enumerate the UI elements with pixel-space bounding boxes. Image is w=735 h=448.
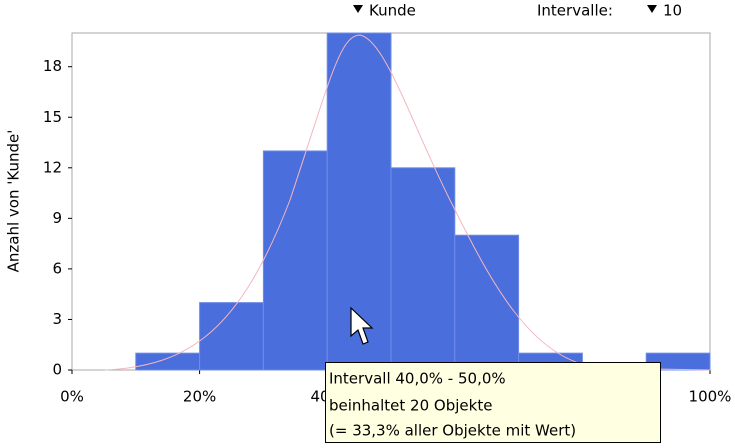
field-dropdown[interactable]: Kunde [369, 2, 416, 20]
fit-curve [104, 34, 711, 371]
tooltip: Intervall 40,0% - 50,0% beinhaltet 20 Ob… [325, 362, 661, 443]
y-tick-label: 12 [43, 158, 62, 176]
field-dropdown-arrow[interactable] [353, 5, 363, 13]
y-tick-label: 3 [52, 310, 62, 328]
interval-dropdown[interactable]: 10 [663, 2, 682, 20]
y-axis-title: Anzahl von 'Kunde' [5, 130, 23, 273]
y-tick-label: 6 [52, 259, 62, 277]
mouse-cursor [350, 306, 374, 345]
x-tick-label: 100% [689, 388, 732, 406]
tooltip-line: (= 33,3% aller Objekte mit Wert) [329, 422, 576, 440]
tooltip-line: Intervall 40,0% - 50,0% [329, 370, 506, 388]
bar [199, 302, 264, 371]
bar [135, 352, 201, 371]
y-tick-label: 18 [43, 57, 62, 75]
y-tick-label: 0 [52, 361, 62, 379]
y-tick-label: 9 [52, 209, 62, 227]
tooltip-line: beinhaltet 20 Objekte [329, 397, 492, 415]
bar [645, 352, 711, 371]
tooltip-box [325, 362, 661, 443]
bar [454, 234, 520, 371]
bar [390, 167, 456, 371]
bar [326, 32, 392, 371]
interval-label: Intervalle: [537, 2, 613, 20]
x-tick-label: 20% [183, 388, 216, 406]
y-tick-label: 15 [43, 108, 62, 126]
x-tick-label: 0% [60, 388, 84, 406]
interval-dropdown-arrow[interactable] [647, 5, 657, 13]
bar [262, 150, 328, 371]
